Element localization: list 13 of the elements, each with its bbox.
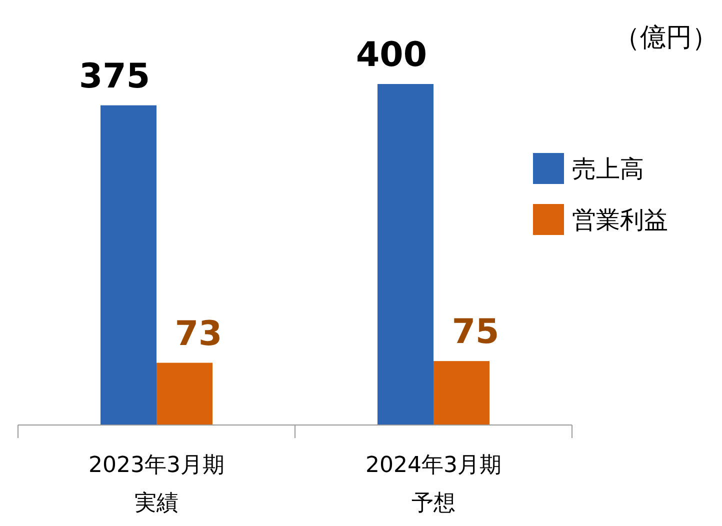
data-label: 73 [174, 314, 222, 354]
data-label: 400 [356, 35, 427, 75]
data-label: 375 [79, 56, 150, 96]
bar [434, 361, 490, 425]
bar [100, 105, 156, 425]
y-axis-title: （億円） [614, 23, 718, 53]
x-tick-label: 2024年3月期予想 [366, 453, 502, 516]
legend-label: 営業利益 [572, 206, 668, 234]
legend-label: 売上高 [572, 155, 644, 183]
x-tick-label: 2023年3月期実績 [88, 453, 224, 516]
data-label: 75 [452, 312, 500, 352]
bar [378, 84, 434, 425]
bar [156, 362, 212, 425]
